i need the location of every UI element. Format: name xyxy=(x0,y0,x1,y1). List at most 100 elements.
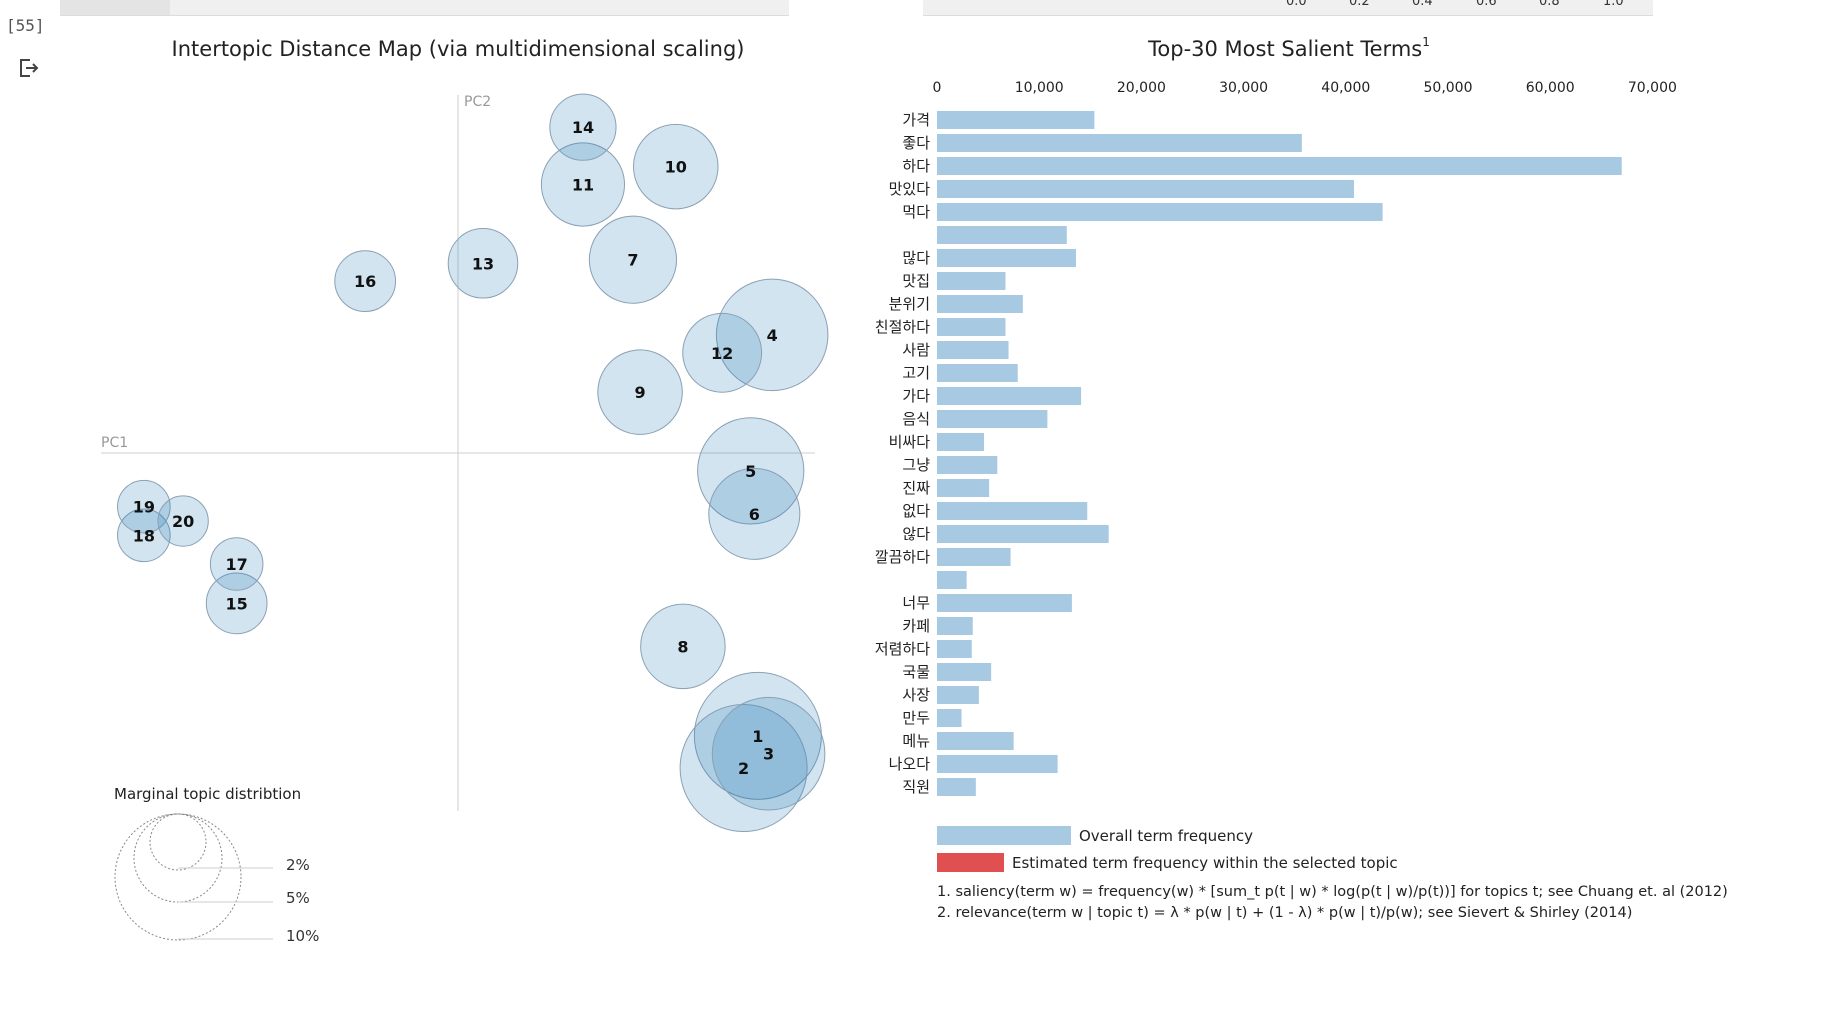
term-label[interactable]: 사장 xyxy=(902,686,930,704)
term-bar[interactable] xyxy=(937,755,1058,773)
term-label[interactable]: 국물 xyxy=(902,663,930,681)
pc1-label: PC1 xyxy=(101,435,128,451)
lambda-tick: 0.6 xyxy=(1476,0,1497,9)
term-label[interactable]: 카페 xyxy=(902,617,930,635)
term-label[interactable]: 가격 xyxy=(902,111,930,129)
term-label[interactable]: 먹다 xyxy=(902,203,930,221)
topic-circle-17[interactable] xyxy=(209,537,264,591)
term-bar[interactable] xyxy=(937,479,990,497)
topic-circle-11[interactable] xyxy=(540,142,626,227)
x-tick-label: 50,000 xyxy=(1424,80,1473,96)
term-bar[interactable] xyxy=(937,594,1072,612)
topic-circle-1[interactable] xyxy=(693,671,822,800)
term-bar[interactable] xyxy=(937,548,1011,566)
term-label[interactable]: 가다 xyxy=(902,387,930,405)
term-label[interactable]: 깔끔하다 xyxy=(875,548,930,566)
term-label[interactable]: 많다 xyxy=(902,249,930,267)
term-bar[interactable] xyxy=(937,111,1095,129)
term-label[interactable]: 비싸다 xyxy=(889,433,931,451)
x-tick-label: 10,000 xyxy=(1015,80,1064,96)
term-bar[interactable] xyxy=(937,203,1383,221)
term-label[interactable]: 나오다 xyxy=(889,755,931,773)
topic-circle-3[interactable] xyxy=(711,696,826,811)
terms-title: Top-30 Most Salient Terms1 xyxy=(1147,35,1430,61)
term-label[interactable]: 친절하다 xyxy=(875,318,930,336)
topic-circle-4[interactable] xyxy=(715,278,829,392)
term-bar[interactable] xyxy=(937,709,962,727)
term-label[interactable]: 하다 xyxy=(902,157,930,175)
topic-circle-15[interactable] xyxy=(205,572,268,635)
term-bar[interactable] xyxy=(937,226,1067,244)
term-bar[interactable] xyxy=(937,387,1082,405)
topic-circle-13[interactable] xyxy=(447,227,519,299)
topic-circle-16[interactable] xyxy=(334,250,397,313)
term-label[interactable]: 맛있다 xyxy=(889,180,931,198)
size-legend-title: Marginal topic distribtion xyxy=(114,785,301,803)
term-label[interactable]: 사람 xyxy=(902,341,930,359)
topic-circle-10[interactable] xyxy=(633,123,719,210)
legend-estimated-label: Estimated term frequency within the sele… xyxy=(1012,854,1398,872)
term-label[interactable]: 직원 xyxy=(902,778,930,796)
term-bar[interactable] xyxy=(937,686,979,704)
size-legend-label: 2% xyxy=(286,856,310,874)
term-bar[interactable] xyxy=(937,732,1014,750)
topic-circle-14[interactable] xyxy=(549,93,617,161)
term-label[interactable]: 메뉴 xyxy=(902,732,930,750)
term-label[interactable]: 않다 xyxy=(902,525,930,543)
term-bar[interactable] xyxy=(937,433,985,451)
term-label[interactable]: 그냥 xyxy=(902,456,930,474)
term-bar[interactable] xyxy=(937,249,1076,267)
term-bar[interactable] xyxy=(937,640,972,658)
term-bar[interactable] xyxy=(937,318,1006,336)
topic-circle-12[interactable] xyxy=(682,312,763,393)
legend-overall-label: Overall term frequency xyxy=(1079,827,1253,845)
term-bar[interactable] xyxy=(937,272,1006,290)
term-label[interactable]: 저렴하다 xyxy=(875,640,930,658)
x-tick-label: 0 xyxy=(933,80,942,96)
term-bar[interactable] xyxy=(937,180,1354,198)
term-bar[interactable] xyxy=(937,456,998,474)
x-tick-label: 70,000 xyxy=(1628,80,1677,96)
term-bar[interactable] xyxy=(937,663,992,681)
topic-circle-19[interactable] xyxy=(117,479,171,534)
term-label[interactable]: 진짜 xyxy=(902,479,930,497)
term-label[interactable]: 없다 xyxy=(902,502,930,520)
term-label[interactable]: 분위기 xyxy=(889,295,930,313)
topic-slider-bar[interactable] xyxy=(60,0,789,16)
term-bar[interactable] xyxy=(937,364,1018,382)
term-label[interactable]: 고기 xyxy=(902,364,930,382)
x-tick-label: 40,000 xyxy=(1321,80,1370,96)
size-legend-label: 10% xyxy=(286,927,319,945)
x-tick-label: 20,000 xyxy=(1117,80,1166,96)
term-label[interactable]: 맛집 xyxy=(902,272,930,290)
term-bar[interactable] xyxy=(937,525,1109,543)
lambda-slider-bar[interactable]: 0.0 0.2 0.4 0.6 0.8 1.0 xyxy=(923,0,1653,16)
output-icon[interactable] xyxy=(18,58,40,78)
footnote-relevance: 2. relevance(term w | topic t) = λ * p(w… xyxy=(937,905,1632,921)
topic-circle-20[interactable] xyxy=(157,495,209,547)
term-bar[interactable] xyxy=(937,410,1048,428)
topic-circle-6[interactable] xyxy=(708,467,801,560)
term-label[interactable]: 좋다 xyxy=(902,134,930,152)
term-bar[interactable] xyxy=(937,134,1302,152)
topic-circle-7[interactable] xyxy=(588,215,678,304)
term-label[interactable]: 만두 xyxy=(902,709,930,727)
topic-circle-8[interactable] xyxy=(640,603,726,690)
topic-label-6: 6 xyxy=(749,505,760,524)
topic-label-16: 16 xyxy=(354,272,376,291)
topic-circle-2[interactable] xyxy=(679,704,808,833)
topic-circle-5[interactable] xyxy=(697,417,805,525)
term-bar[interactable] xyxy=(937,157,1622,175)
term-bar[interactable] xyxy=(937,617,973,635)
term-bar[interactable] xyxy=(937,502,1088,520)
term-bar[interactable] xyxy=(937,341,1009,359)
term-bar[interactable] xyxy=(937,295,1023,313)
term-bar[interactable] xyxy=(937,778,976,796)
topic-circle-9[interactable] xyxy=(597,349,683,435)
topic-circle-18[interactable] xyxy=(117,508,171,563)
lambda-tick: 0.0 xyxy=(1286,0,1307,9)
term-bar[interactable] xyxy=(937,571,967,589)
term-label[interactable]: 너무 xyxy=(902,594,930,612)
term-label[interactable]: 음식 xyxy=(902,410,930,428)
